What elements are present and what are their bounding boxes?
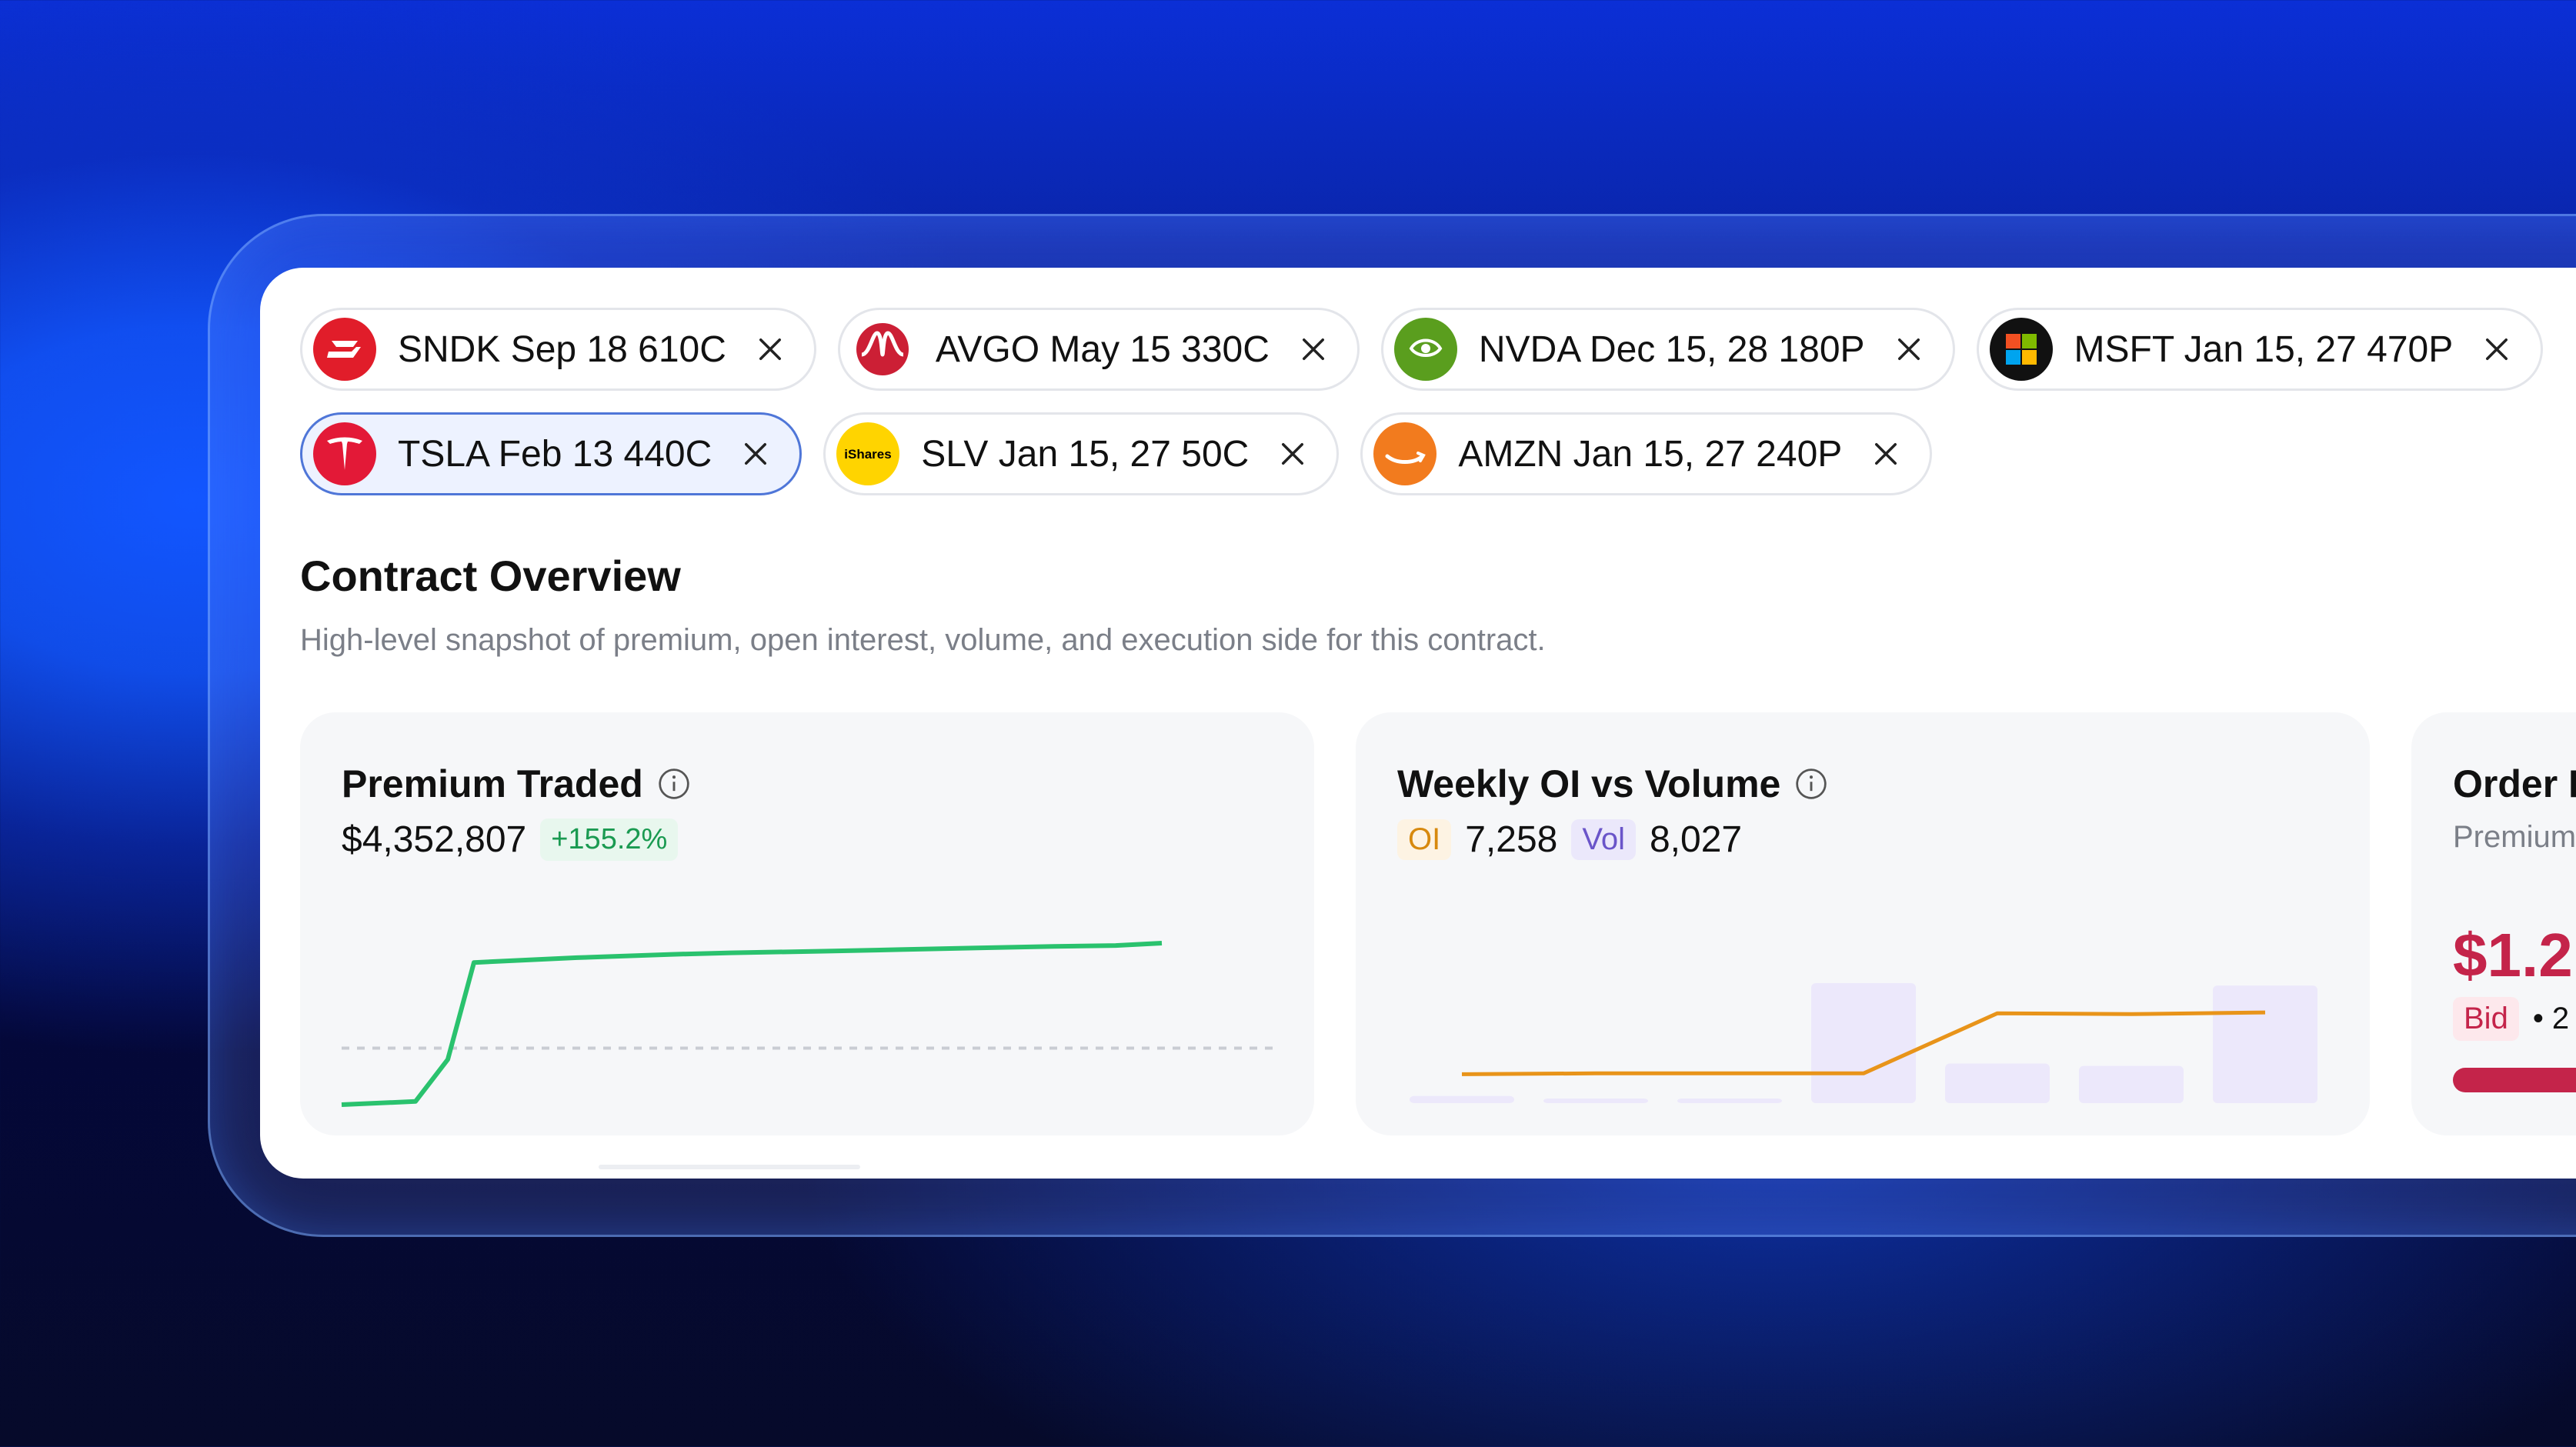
section-subtitle: High-level snapshot of premium, open int… — [300, 623, 1546, 657]
chip-label: NVDA Dec 15, 28 180P — [1478, 328, 1865, 370]
chip-label: AVGO May 15 330C — [935, 328, 1270, 370]
bid-row: Bid • 2 — [2453, 997, 2569, 1041]
chip-label: TSLA Feb 13 440C — [398, 433, 712, 475]
premium-traded-title: Premium Traded — [342, 762, 691, 806]
contract-chip-msft[interactable]: MSFT Jan 15, 27 470P — [1976, 308, 2544, 391]
chip-label: SNDK Sep 18 610C — [398, 328, 726, 370]
premium-traded-card: Premium Traded $4,352,807 +155.2% — [300, 712, 1314, 1135]
tesla-logo-icon — [313, 422, 376, 485]
premium-values: $4,352,807 +155.2% — [342, 819, 679, 861]
order-flow-card: Order F Premium $1.2M Bid • 2 — [2411, 712, 2576, 1135]
premium-line-chart — [341, 941, 1277, 1107]
chip-label: SLV Jan 15, 27 50C — [921, 433, 1250, 475]
volume-bar — [2079, 1065, 2184, 1103]
vol-badge: Vol — [1571, 819, 1636, 860]
contract-chips-row-1: SNDK Sep 18 610C AVGO May 15 330C NVDA Dec… — [300, 308, 2544, 391]
microsoft-logo-icon — [1989, 318, 2053, 381]
weekly-oi-volume-card: Weekly OI vs Volume OI 7,258 Vol 8,027 — [1356, 712, 2370, 1135]
oi-line-series — [1461, 1010, 2266, 1076]
premium-traded-title-text: Premium Traded — [342, 762, 643, 805]
contract-chip-slv[interactable]: iShares SLV Jan 15, 27 50C — [823, 412, 1340, 495]
weekly-values: OI 7,258 Vol 8,027 — [1397, 819, 1742, 861]
chip-label: AMZN Jan 15, 27 240P — [1458, 433, 1843, 475]
order-flow-value: $1.2M — [2453, 921, 2576, 989]
volume-bar — [1543, 1099, 1648, 1103]
volume-bar — [1677, 1099, 1782, 1103]
close-icon[interactable] — [1870, 438, 1902, 470]
contract-chip-tsla[interactable]: TSLA Feb 13 440C — [300, 412, 802, 495]
bid-extra: • 2 — [2532, 1002, 2570, 1035]
volume-bar — [1410, 1095, 1514, 1103]
weekly-oi-title-text: Weekly OI vs Volume — [1397, 762, 1781, 805]
volume-bar — [1945, 1063, 2050, 1103]
premium-change-badge: +155.2% — [540, 819, 679, 861]
volume-bar — [2213, 985, 2317, 1103]
chip-label: MSFT Jan 15, 27 470P — [2074, 328, 2454, 370]
close-icon[interactable] — [739, 438, 772, 470]
ishares-logo-icon: iShares — [836, 422, 900, 485]
info-icon[interactable] — [657, 767, 691, 801]
contract-chip-amzn[interactable]: AMZN Jan 15, 27 240P — [1360, 412, 1933, 495]
contract-chip-avgo[interactable]: AVGO May 15 330C — [837, 308, 1360, 391]
contract-chips-row-2: TSLA Feb 13 440C iShares SLV Jan 15, 27 50… — [300, 412, 1933, 495]
premium-value: $4,352,807 — [342, 819, 527, 860]
vol-value: 8,027 — [1649, 819, 1743, 860]
contract-chip-sndk[interactable]: SNDK Sep 18 610C — [300, 308, 816, 391]
bid-badge: Bid — [2453, 997, 2519, 1041]
amazon-logo-icon — [1373, 422, 1437, 485]
section-title: Contract Overview — [300, 552, 681, 600]
order-flow-title: Order F — [2453, 762, 2576, 805]
close-icon[interactable] — [2481, 333, 2513, 365]
svg-text:iShares: iShares — [845, 447, 892, 462]
close-icon[interactable] — [1297, 333, 1330, 365]
premium-line-series — [341, 941, 1163, 1107]
weekly-oi-title: Weekly OI vs Volume — [1397, 762, 1828, 806]
broadcom-logo-icon — [850, 318, 914, 381]
order-flow-bar — [2453, 1068, 2576, 1092]
scroll-indicator[interactable] — [599, 1165, 860, 1169]
close-icon[interactable] — [1893, 333, 1925, 365]
contract-panel: SNDK Sep 18 610C AVGO May 15 330C NVDA Dec… — [260, 268, 2576, 1179]
oi-value: 7,258 — [1465, 819, 1558, 860]
sandisk-logo-icon — [313, 318, 376, 381]
info-icon[interactable] — [1794, 767, 1828, 801]
order-flow-subtitle: Premium — [2453, 820, 2576, 854]
close-icon[interactable] — [1276, 438, 1309, 470]
nvidia-logo-icon — [1393, 318, 1457, 381]
close-icon[interactable] — [754, 333, 786, 365]
oi-badge: OI — [1397, 819, 1452, 860]
volume-bar — [1811, 983, 1916, 1103]
contract-chip-nvda[interactable]: NVDA Dec 15, 28 180P — [1380, 308, 1955, 391]
weekly-oi-volume-chart — [1410, 983, 2317, 1103]
